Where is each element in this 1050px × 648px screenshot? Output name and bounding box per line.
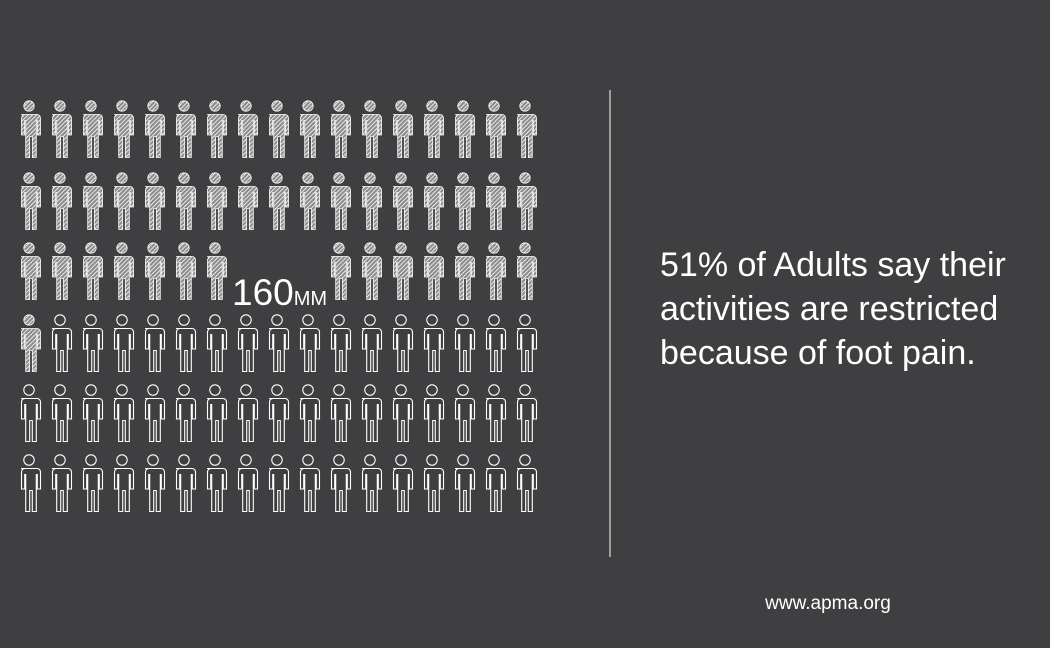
figure-unit: MM (294, 288, 327, 310)
statement-line: activities are restricted (660, 290, 998, 328)
footer-url: www.apma.org (764, 593, 891, 614)
figure-number: 160 (232, 272, 294, 313)
statement-line: 51% of Adults say their (660, 246, 1006, 284)
statement: 51% of Adults say their activities are r… (660, 246, 1006, 372)
figure-label: 160MM (232, 272, 327, 313)
statement-line: because of foot pain. (660, 334, 976, 372)
